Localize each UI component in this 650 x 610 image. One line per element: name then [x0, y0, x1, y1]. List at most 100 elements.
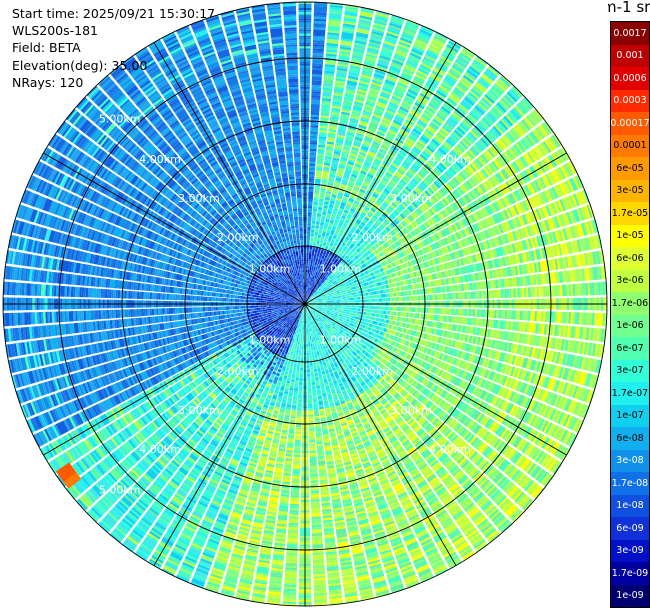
range-gate [327, 256, 331, 259]
range-gate [475, 123, 486, 134]
range-gate [326, 45, 338, 49]
range-gate [435, 150, 444, 159]
range-gate [496, 102, 507, 113]
range-gate [360, 299, 365, 303]
range-gate [500, 97, 512, 109]
range-gate [383, 83, 394, 90]
range-gate [318, 273, 322, 276]
range-gate [509, 108, 522, 121]
range-gate [383, 236, 388, 242]
range-gate [306, 257, 309, 260]
range-gate [336, 138, 344, 143]
range-gate [375, 105, 385, 111]
range-gate [311, 266, 314, 269]
range-gate [324, 301, 327, 303]
range-gate [380, 204, 387, 210]
range-gate [315, 283, 322, 291]
range-gate [494, 124, 504, 135]
range-gate [312, 289, 315, 292]
range-gate [328, 204, 334, 208]
range-gate [345, 167, 353, 172]
range-gate [495, 103, 506, 114]
range-gate [321, 235, 325, 239]
range-gate [325, 55, 337, 59]
range-gate [347, 266, 351, 271]
range-gate [417, 139, 427, 147]
range-gate [318, 138, 326, 142]
range-gate [381, 293, 386, 298]
range-gate [466, 150, 475, 160]
range-gate [354, 138, 362, 144]
range-gate [337, 61, 349, 66]
range-gate [330, 241, 335, 245]
range-gate [413, 176, 421, 183]
range-gate [459, 80, 471, 89]
range-gate [418, 196, 425, 203]
range-gate [381, 47, 394, 53]
range-gate [373, 191, 380, 197]
range-gate [380, 193, 387, 199]
range-gate [345, 264, 349, 268]
range-gate [401, 102, 411, 109]
range-gate [408, 133, 418, 142]
range-gate [332, 159, 339, 163]
range-gate [493, 105, 504, 116]
range-gate [317, 155, 324, 159]
range-gate [309, 150, 317, 154]
range-gate [356, 254, 360, 259]
range-gate [348, 239, 353, 243]
range-gate [334, 240, 339, 244]
range-gate [312, 59, 324, 64]
range-gate [351, 111, 361, 116]
range-gate [391, 61, 403, 68]
range-gate [457, 292, 461, 300]
range-gate [306, 298, 308, 301]
range-gate [306, 287, 308, 290]
range-gate [329, 118, 339, 126]
range-gate [474, 143, 483, 153]
range-gate [386, 217, 392, 223]
range-gate [309, 297, 311, 300]
range-gate [398, 41, 411, 48]
range-gate [428, 46, 441, 55]
range-gate [322, 260, 325, 264]
range-gate [332, 279, 336, 282]
range-gate [375, 306, 378, 310]
range-gate [350, 312, 354, 316]
range-gate [327, 133, 336, 137]
range-gate [481, 117, 492, 128]
range-gate [379, 146, 388, 152]
range-gate [437, 88, 448, 97]
range-gate [415, 307, 418, 313]
range-gate [512, 321, 520, 332]
range-gate [352, 313, 356, 316]
range-gate [333, 184, 340, 188]
range-gate [503, 115, 514, 127]
range-gate [327, 308, 331, 310]
range-gate [395, 114, 405, 121]
range-gate [426, 307, 429, 314]
range-gate [458, 54, 471, 63]
range-gate [311, 76, 322, 81]
range-gate [333, 90, 344, 95]
range-gate [335, 276, 339, 280]
range-gate [348, 71, 360, 76]
range-gate [350, 208, 356, 213]
range-gate [342, 309, 346, 312]
range-gate [400, 35, 414, 42]
range-gate [347, 128, 356, 133]
range-gate [370, 295, 373, 299]
range-gate [386, 185, 393, 191]
range-gate [512, 106, 523, 118]
range-gate [321, 262, 325, 266]
range-gate [362, 318, 368, 322]
range-gate [355, 161, 363, 166]
range-gate [360, 170, 367, 175]
range-gate [376, 310, 380, 314]
range-gate [324, 72, 335, 76]
range-gate [351, 305, 357, 308]
range-gate [388, 214, 395, 221]
range-gate [317, 259, 321, 262]
range-gate [394, 116, 404, 122]
range-gate [330, 304, 333, 307]
